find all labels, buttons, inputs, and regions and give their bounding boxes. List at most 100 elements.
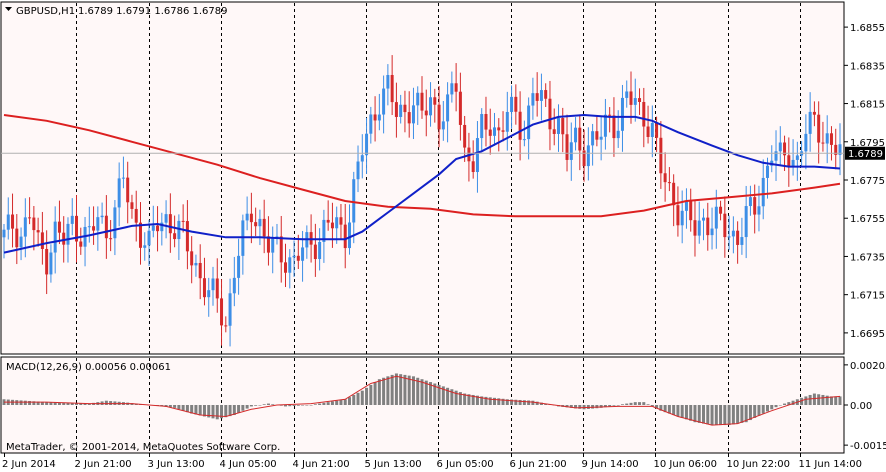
macd-axis: 0.00203 0.00 -0.00151 (844, 361, 886, 452)
current-price-label-bg (845, 146, 885, 160)
candle-body (335, 217, 339, 229)
candle-body (49, 252, 53, 275)
price-pane[interactable]: GBPUSD,H1 1.6789 1.6791 1.6786 1.6789 1.… (0, 1, 885, 355)
candle-body (723, 213, 727, 238)
candle-body (535, 93, 539, 101)
macd-bar (173, 405, 177, 408)
macd-bar (313, 404, 317, 405)
symbol-dropdown-icon[interactable] (5, 7, 12, 11)
ohlc-header: 1.6789 1.6791 1.6786 1.6789 (78, 6, 228, 17)
candle-body (109, 238, 113, 240)
candle-body (92, 226, 96, 231)
macd-bar (347, 397, 351, 405)
macd-tick-label: 0.00203 (850, 361, 886, 372)
candle-body (778, 142, 782, 152)
candle-body (595, 131, 599, 140)
macd-bar (318, 403, 322, 405)
macd-bar (75, 403, 79, 405)
time-tick-label: 2 Jun 21:00 (75, 459, 132, 470)
candle-body (262, 218, 266, 237)
candle-body (450, 83, 454, 95)
candle-body (347, 222, 351, 249)
macd-bar (812, 393, 816, 405)
macd-bar (322, 402, 326, 405)
candle-body (740, 237, 744, 245)
candle-body (343, 224, 347, 249)
price-axis: 1.6855 1.6835 1.6815 1.6795 1.6775 1.6755 1.67… (844, 23, 885, 340)
candle-body (249, 213, 253, 223)
macd-bar (488, 397, 492, 405)
macd-bar (390, 374, 394, 405)
macd-bar (365, 387, 369, 405)
macd-bar (531, 400, 535, 405)
candle-body (834, 144, 838, 155)
macd-bar (765, 405, 769, 412)
candle-body (424, 110, 428, 116)
macd-bar (825, 395, 829, 405)
candle-body (603, 114, 607, 137)
macd-bar (36, 401, 40, 405)
macd-bar (271, 404, 275, 405)
macd-bar (753, 405, 757, 418)
candle-body (134, 208, 138, 223)
candle-body (416, 92, 420, 106)
candle-body (147, 230, 151, 246)
candle-body (795, 155, 799, 160)
candle-body (202, 278, 206, 298)
macd-bar (326, 402, 330, 405)
price-grid (76, 3, 801, 354)
macd-bar (215, 405, 219, 420)
macd-bar (23, 400, 27, 405)
macd-bar (480, 396, 484, 405)
candle-body (28, 217, 32, 219)
macd-bar (57, 402, 61, 405)
candle-body (360, 155, 364, 162)
macd-pane[interactable]: MACD(12,26,9) 0.00056 0.00061 MetaTrader… (0, 356, 886, 454)
candle-body (714, 206, 718, 229)
candle-body (484, 114, 488, 130)
candle-body (322, 219, 326, 242)
candle-body (616, 130, 620, 139)
macd-bar (484, 396, 488, 405)
price-tick-label: 1.6715 (850, 291, 885, 302)
candle-body (245, 213, 249, 221)
macd-bar (672, 405, 676, 416)
macd-bar (399, 374, 403, 405)
macd-bar (612, 405, 616, 406)
candle-body (143, 245, 147, 248)
candle-body (531, 93, 535, 106)
candle-body (582, 150, 586, 167)
macd-bar (446, 387, 450, 405)
macd-bar (689, 405, 693, 421)
macd-bar (87, 403, 91, 405)
macd-bar (838, 396, 842, 405)
candle-body (642, 101, 646, 127)
candle-body (821, 142, 825, 144)
macd-bar (232, 405, 236, 416)
time-tick-label: 4 Jun 21:00 (293, 459, 350, 470)
candle-body (646, 126, 650, 137)
macd-bar (740, 405, 744, 423)
macd-bar (237, 405, 241, 413)
candle-body (271, 238, 275, 253)
candle-body (518, 111, 522, 140)
macd-bar (663, 405, 667, 413)
candle-body (599, 136, 603, 140)
macd-bar (817, 394, 821, 405)
candle-body (138, 222, 142, 248)
candle-body (561, 118, 565, 135)
moving-average-slow-line (3, 114, 841, 218)
macd-bar (791, 400, 795, 405)
time-tick-label: 4 Jun 05:00 (220, 459, 277, 470)
candle-body (505, 111, 509, 132)
macd-bar (104, 400, 108, 405)
macd-bar (224, 405, 228, 418)
macd-bar (202, 405, 206, 417)
macd-bar (454, 390, 458, 405)
candle-body (458, 91, 462, 125)
price-tick-label: 1.6775 (850, 176, 885, 187)
copyright-text: MetaTrader, © 2001-2014, MetaQuotes Soft… (6, 442, 280, 453)
candle-body (284, 262, 288, 273)
macd-bar (642, 402, 646, 405)
macd-bar (403, 374, 407, 405)
